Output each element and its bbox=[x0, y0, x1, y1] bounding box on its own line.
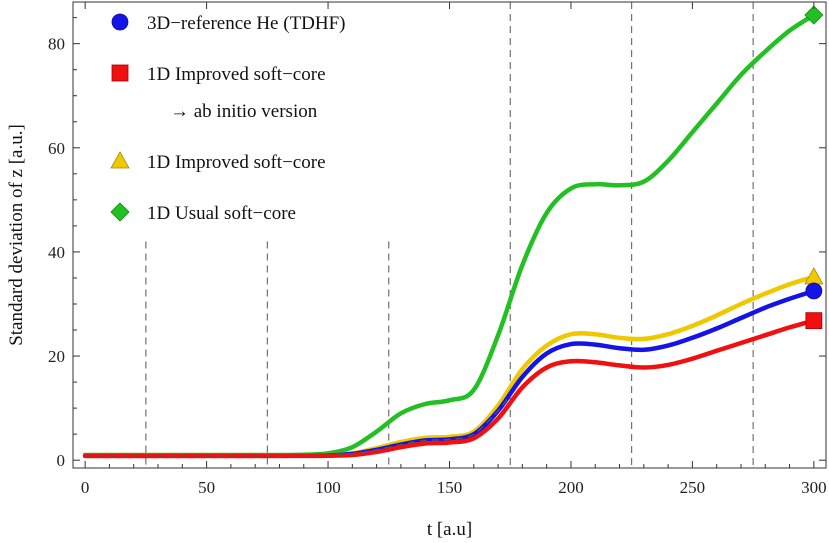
legend-marker-3d-reference-he-tdhf-0 bbox=[111, 13, 129, 31]
y-axis-label: Standard deviation of z [a.u.] bbox=[6, 124, 27, 346]
x-tick-label-100: 100 bbox=[315, 478, 341, 497]
legend-label-1d-improved-soft-core-2: 1D Improved soft−core bbox=[147, 152, 326, 173]
y-tick-label-20: 20 bbox=[48, 347, 65, 366]
y-tick-label-80: 80 bbox=[48, 35, 65, 54]
x-axis-ticks: 0 50 100 150 200 250 300 bbox=[81, 2, 827, 497]
end-marker-3d-reference-he-tdhf-2 bbox=[805, 282, 823, 300]
legend-sublabel-1: → ab initio version bbox=[170, 101, 318, 122]
legend-label-1d-improved-soft-core-1: 1D Improved soft−core bbox=[147, 64, 326, 85]
end-marker-1d-usual-soft-core-0 bbox=[804, 5, 824, 25]
reference-dashed-curve bbox=[85, 394, 511, 457]
x-tick-label-50: 50 bbox=[198, 478, 215, 497]
legend-marker-1d-improved-soft-core-2 bbox=[110, 151, 130, 169]
y-axis-ticks: 0 20 40 60 80 bbox=[48, 17, 826, 470]
x-tick-label-250: 250 bbox=[680, 478, 706, 497]
x-tick-label-0: 0 bbox=[81, 478, 90, 497]
legend-marker-1d-usual-soft-core-3 bbox=[110, 202, 130, 222]
x-tick-label-200: 200 bbox=[558, 478, 584, 497]
legend-label-1d-usual-soft-core-3: 1D Usual soft−core bbox=[147, 203, 296, 224]
series-layer bbox=[82, 12, 817, 459]
legend: 3D−reference He (TDHF) 1D Improved soft−c… bbox=[110, 13, 346, 224]
x-tick-label-300: 300 bbox=[801, 478, 827, 497]
vertical-dashed-lines bbox=[145, 2, 754, 468]
end-marker-1d-improved-soft-core-1 bbox=[804, 267, 824, 285]
y-tick-label-40: 40 bbox=[48, 243, 65, 262]
series-line-3d-reference-he-tdhf-2 bbox=[82, 288, 817, 459]
legend-label-3d-reference-he-tdhf-0: 3D−reference He (TDHF) bbox=[147, 13, 346, 34]
legend-marker-1d-improved-soft-core-1 bbox=[111, 64, 129, 82]
series-line-1d-improved-soft-core-1 bbox=[82, 274, 817, 458]
x-tick-label-150: 150 bbox=[437, 478, 463, 497]
y-tick-label-60: 60 bbox=[48, 139, 65, 158]
end-marker-1d-improved-soft-core-ab-initio-version-3 bbox=[805, 312, 823, 330]
x-axis-label: t [a.u] bbox=[427, 519, 472, 540]
end-markers bbox=[804, 5, 824, 330]
y-tick-label-0: 0 bbox=[57, 451, 66, 470]
